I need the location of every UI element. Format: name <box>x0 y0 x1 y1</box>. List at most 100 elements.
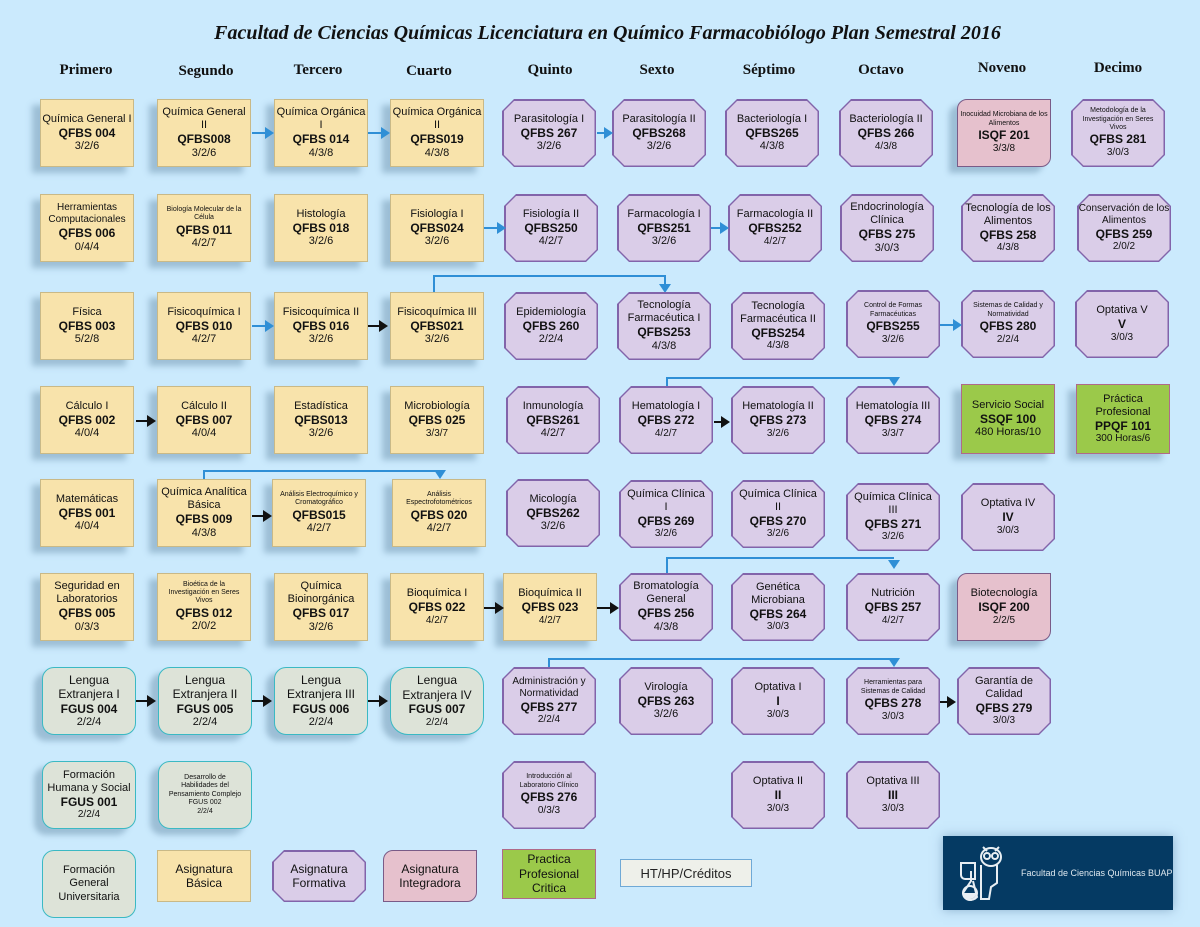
legend-formacion-general: Formación General Universitaria <box>42 850 136 918</box>
course-quimica-organica-2[interactable]: Química Orgánica II QFBS019 4/3/8 <box>390 99 484 167</box>
course-estadistica[interactable]: Estadística QFBS013 3/2/6 <box>274 386 368 454</box>
semester-header-10: Decimo <box>1093 60 1143 76</box>
course-sistemas-calidad[interactable]: Sistemas de Calidad y Normatividad QFBS 2… <box>961 290 1055 358</box>
course-herramientas-computacionales[interactable]: Herramientas Computacionales QFBS 006 0/4/… <box>40 194 134 262</box>
course-quimica-analitica-basica[interactable]: Química Analítica Básica QFBS 009 4/3/8 <box>157 479 251 547</box>
course-lengua-extranjera-4[interactable]: Lengua Extranjera IV FGUS 007 2/2/4 <box>390 667 484 735</box>
course-optativa-1[interactable]: Optativa I I 3/0/3 <box>731 667 825 735</box>
legend-practica-profesional: Practica Profesional Critica <box>502 849 596 899</box>
course-bacteriologia-1[interactable]: Bacteriología I QFBS265 4/3/8 <box>725 99 819 167</box>
prereq-arrow <box>252 320 274 332</box>
course-fisicoquimica-1[interactable]: Fisicoquímica I QFBS 010 4/2/7 <box>157 292 251 360</box>
course-hematologia-1[interactable]: Hematología I QFBS 272 4/2/7 <box>619 386 713 454</box>
course-parasitologia-2[interactable]: Parasitología II QFBS268 3/2/6 <box>612 99 706 167</box>
prereq-arrow <box>714 416 730 428</box>
course-hematologia-2[interactable]: Hematología II QFBS 273 3/2/6 <box>731 386 825 454</box>
course-endocrinologia-clinica[interactable]: Endocrinología Clínica QFBS 275 3/0/3 <box>840 194 934 262</box>
course-seguridad-laboratorios[interactable]: Seguridad en Laboratorios QFBS 005 0/3/3 <box>40 573 134 641</box>
course-optativa-5[interactable]: Optativa V V 3/0/3 <box>1075 290 1169 358</box>
prereq-arrow <box>136 695 156 707</box>
course-optativa-4[interactable]: Optativa IV IV 3/0/3 <box>961 483 1055 551</box>
course-tecnologia-farmaceutica-1[interactable]: Tecnología Farmacéutica I QFBS253 4/3/8 <box>617 292 711 360</box>
course-bioetica[interactable]: Bioética de la Investigación en Seres Vi… <box>157 573 251 641</box>
course-epidemiologia[interactable]: Epidemiología QFBS 260 2/2/4 <box>504 292 598 360</box>
prereq-arrow <box>940 696 956 708</box>
course-histologia[interactable]: Histología QFBS 018 3/2/6 <box>274 194 368 262</box>
course-bioquimica-1[interactable]: Bioquímica I QFBS 022 4/2/7 <box>390 573 484 641</box>
course-introduccion-laboratorio-clinico[interactable]: Introducción al Laboratorio Clínico QFBS … <box>502 761 596 829</box>
course-biotecnologia[interactable]: Biotecnología ISQF 200 2/2/5 <box>957 573 1051 641</box>
course-fisiologia-2[interactable]: Fisiología II QFBS250 4/2/7 <box>504 194 598 262</box>
course-fisiologia-1[interactable]: Fisiología I QFBS024 3/2/6 <box>390 194 484 262</box>
course-matematicas[interactable]: Matemáticas QFBS 001 4/0/4 <box>40 479 134 547</box>
semester-header-2: Segundo <box>178 63 234 79</box>
course-biologia-molecular[interactable]: Biología Molecular de la Célula QFBS 011 4… <box>157 194 251 262</box>
course-lengua-extranjera-3[interactable]: Lengua Extranjera III FGUS 006 2/2/4 <box>274 667 368 735</box>
course-micologia[interactable]: Micología QFBS262 3/2/6 <box>506 479 600 547</box>
course-calculo-1[interactable]: Cálculo I QFBS 002 4/0/4 <box>40 386 134 454</box>
course-analisis-electroquimico[interactable]: Análisis Electroquímico y Cromatográfico… <box>272 479 366 547</box>
prereq-arrow <box>252 695 272 707</box>
course-lengua-extranjera-2[interactable]: Lengua Extranjera II FGUS 005 2/2/4 <box>158 667 252 735</box>
course-quimica-clinica-2[interactable]: Química Clínica II QFBS 270 3/2/6 <box>731 480 825 548</box>
course-control-formas-farmaceuticas[interactable]: Control de Formas Farmacéuticas QFBS255 3/… <box>846 290 940 358</box>
course-farmacologia-1[interactable]: Farmacología I QFBS251 3/2/6 <box>617 194 711 262</box>
semester-header-6: Sexto <box>639 62 675 78</box>
course-parasitologia-1[interactable]: Parasitología I QFBS 267 3/2/6 <box>502 99 596 167</box>
prereq-arrow <box>597 602 619 614</box>
course-quimica-bioinorganica[interactable]: Química Bioinorgánica QFBS 017 3/2/6 <box>274 573 368 641</box>
course-servicio-social[interactable]: Servicio Social SSQF 100 480 Horas/10 <box>961 384 1055 454</box>
course-quimica-organica-1[interactable]: Química Orgánica I QFBS 014 4/3/8 <box>274 99 368 167</box>
legend-asignatura-integradora: Asignatura Integradora <box>383 850 477 902</box>
course-calculo-2[interactable]: Cálculo II QFBS 007 4/0/4 <box>157 386 251 454</box>
course-nutricion[interactable]: Nutrición QFBS 257 4/2/7 <box>846 573 940 641</box>
course-desarrollo-habilidades[interactable]: Desarrollo de Habilidades del Pensamient… <box>158 761 252 829</box>
prereq-arrow <box>484 602 504 614</box>
course-inocuidad-microbiana[interactable]: Inocuidad Microbiana de los Alimentos ISQ… <box>957 99 1051 167</box>
course-tecnologia-farmaceutica-2[interactable]: Tecnología Farmacéutica II QFBS254 4/3/8 <box>731 292 825 360</box>
course-fisicoquimica-3[interactable]: Fisicoquímica III QFBS021 3/2/6 <box>390 292 484 360</box>
prereq-arrow <box>368 320 388 332</box>
semester-header-5: Quinto <box>527 62 573 78</box>
connector-line <box>666 557 668 575</box>
course-bacteriologia-2[interactable]: Bacteriología II QFBS 266 4/3/8 <box>839 99 933 167</box>
arrow-down-icon <box>434 470 446 479</box>
course-inmunologia[interactable]: Inmunología QFBS261 4/2/7 <box>506 386 600 454</box>
prereq-arrow <box>252 510 272 522</box>
connector-line <box>666 377 894 379</box>
course-bromatologia-general[interactable]: Bromatología General QFBS 256 4/3/8 <box>619 573 713 641</box>
course-hematologia-3[interactable]: Hematología III QFBS 274 3/3/7 <box>846 386 940 454</box>
course-quimica-clinica-3[interactable]: Química Clínica III QFBS 271 3/2/6 <box>846 483 940 551</box>
course-analisis-espectrofotometricos[interactable]: Análisis Espectrofotométricos QFBS 020 4/2… <box>392 479 486 547</box>
course-fisica[interactable]: Física QFBS 003 5/2/8 <box>40 292 134 360</box>
course-bioquimica-2[interactable]: Bioquímica II QFBS 023 4/2/7 <box>503 573 597 641</box>
connector-line <box>666 377 668 389</box>
course-practica-profesional[interactable]: Práctica Profesional PPQF 101 300 Horas/6 <box>1076 384 1170 454</box>
arrow-down-icon <box>659 284 671 293</box>
prereq-arrow <box>368 695 388 707</box>
prereq-arrow <box>597 127 613 139</box>
course-garantia-calidad[interactable]: Garantía de Calidad QFBS 279 3/0/3 <box>957 667 1051 735</box>
course-optativa-2[interactable]: Optativa II II 3/0/3 <box>731 761 825 829</box>
course-herramientas-sistemas-calidad[interactable]: Herramientas para Sistemas de Calidad QFB… <box>846 667 940 735</box>
connector-line <box>548 658 894 660</box>
course-lengua-extranjera-1[interactable]: Lengua Extranjera I FGUS 004 2/2/4 <box>42 667 136 735</box>
course-quimica-general-1[interactable]: Química General I QFBS 004 3/2/6 <box>40 99 134 167</box>
course-fisicoquimica-2[interactable]: Fisicoquímica II QFBS 016 3/2/6 <box>274 292 368 360</box>
prereq-arrow <box>484 222 506 234</box>
course-administracion-normatividad[interactable]: Administración y Normatividad QFBS 277 2/2… <box>502 667 596 735</box>
course-microbiologia[interactable]: Microbiología QFBS 025 3/3/7 <box>390 386 484 454</box>
course-farmacologia-2[interactable]: Farmacología II QFBS252 4/2/7 <box>728 194 822 262</box>
course-metodologia-investigacion[interactable]: Metodología de la Investigación en Seres… <box>1071 99 1165 167</box>
course-quimica-general-2[interactable]: Química General II QFBS008 3/2/6 <box>157 99 251 167</box>
course-conservacion-alimentos[interactable]: Conservación de los Alimentos QFBS 259 2/0… <box>1077 194 1171 262</box>
course-formacion-humana-social[interactable]: Formación Humana y Social FGUS 001 2/2/4 <box>42 761 136 829</box>
course-tecnologia-alimentos[interactable]: Tecnología de los Alimentos QFBS 258 4/3/8 <box>961 194 1055 262</box>
legend-asignatura-basica: Asignatura Básica <box>157 850 251 902</box>
course-optativa-3[interactable]: Optativa III III 3/0/3 <box>846 761 940 829</box>
legend-asignatura-formativa: Asignatura Formativa <box>272 850 366 902</box>
course-virologia[interactable]: Virología QFBS 263 3/2/6 <box>619 667 713 735</box>
course-genetica-microbiana[interactable]: Genética Microbiana QFBS 264 3/0/3 <box>731 573 825 641</box>
connector-line <box>433 275 666 277</box>
course-quimica-clinica-1[interactable]: Química Clínica I QFBS 269 3/2/6 <box>619 480 713 548</box>
